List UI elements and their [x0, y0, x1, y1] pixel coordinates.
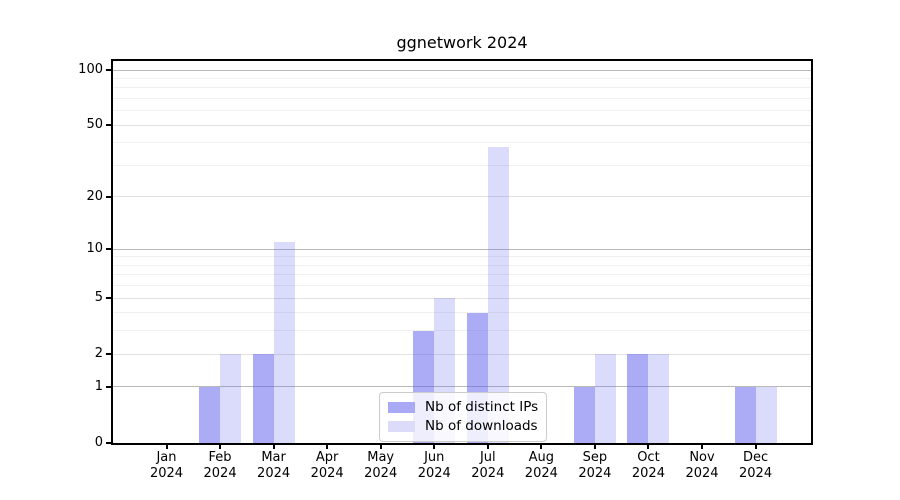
x-tick-mark: [165, 445, 168, 449]
y-tick-label: 10: [86, 241, 103, 257]
y-gridline-20: [113, 196, 811, 198]
bar-distinct-ips-oct: [627, 354, 649, 443]
legend-label-distinct-ips: Nb of distinct IPs: [425, 399, 539, 415]
y-tick-mark: [106, 442, 111, 444]
y-tick-label: 5: [94, 290, 103, 306]
x-tick-label-oct: Oct 2024: [631, 450, 665, 481]
bar-downloads-oct: [648, 354, 670, 443]
y-tick-mark: [106, 195, 111, 198]
bars-layer: [113, 61, 811, 443]
x-tick-label-jan: Jan 2024: [149, 450, 184, 481]
y-gridline-1: [113, 386, 811, 388]
legend-swatch-downloads: [388, 421, 415, 432]
plot-area: [111, 59, 813, 445]
bar-distinct-ips-mar: [252, 354, 274, 443]
bar-downloads-jul: [487, 146, 509, 443]
y-tick-mark: [106, 69, 111, 72]
y-tick-mark: [106, 124, 111, 127]
y-gridline-70: [113, 98, 811, 100]
bar-distinct-ips-sep: [573, 386, 595, 443]
x-tick-mark: [701, 445, 703, 449]
chart-title: ggnetwork 2024: [396, 33, 528, 52]
x-tick-mark: [326, 445, 329, 449]
y-gridline-3: [113, 330, 811, 332]
x-tick-label-nov: Nov 2024: [685, 450, 719, 481]
y-gridline-90: [113, 77, 811, 79]
x-tick-label-sep: Sep 2024: [578, 450, 612, 481]
gridlines-layer: [113, 61, 811, 443]
legend: Nb of distinct IPs Nb of downloads: [379, 392, 547, 442]
y-tick-mark: [106, 248, 111, 251]
y-gridline-5: [113, 297, 811, 299]
x-tick-label-feb: Feb 2024: [203, 450, 237, 481]
x-tick-mark: [486, 445, 489, 449]
bar-distinct-ips-feb: [199, 386, 221, 443]
y-gridline-2: [113, 353, 811, 355]
y-tick-label: 50: [86, 117, 103, 133]
legend-item-downloads: Nb of downloads: [388, 418, 538, 435]
y-gridline-60: [113, 110, 811, 112]
y-gridline-10: [113, 248, 811, 250]
x-tick-label-aug: Aug 2024: [524, 450, 558, 481]
y-tick-label: 0: [94, 435, 103, 450]
bar-downloads-sep: [594, 354, 616, 443]
x-tick-mark: [754, 445, 757, 449]
y-gridline-4: [113, 312, 811, 314]
x-tick-label-apr: Apr 2024: [310, 450, 344, 481]
y-gridline-8: [113, 264, 811, 266]
y-tick-label: 1: [94, 378, 103, 394]
y-gridline-30: [113, 165, 811, 166]
y-gridline-80: [113, 87, 811, 89]
y-gridline-7: [113, 274, 811, 276]
legend-swatch-distinct-ips: [388, 402, 415, 413]
x-tick-label-jul: Jul 2024: [471, 450, 505, 481]
x-tick-mark: [647, 445, 650, 449]
y-tick-label: 2: [94, 346, 103, 362]
x-tick-mark: [540, 445, 543, 449]
y-tick-mark: [106, 385, 111, 388]
bar-downloads-feb: [220, 354, 242, 443]
legend-label-downloads: Nb of downloads: [425, 418, 538, 434]
y-tick-label: 20: [86, 188, 103, 204]
y-gridline-6: [113, 285, 811, 287]
y-tick-mark: [106, 353, 111, 356]
x-tick-mark: [593, 445, 596, 449]
x-tick-mark: [433, 445, 436, 449]
y-tick-label: 100: [78, 62, 103, 78]
x-tick-mark: [272, 445, 275, 449]
bar-distinct-ips-dec: [734, 386, 756, 443]
x-tick-label-mar: Mar 2024: [257, 450, 291, 481]
legend-item-distinct-ips: Nb of distinct IPs: [388, 399, 538, 416]
bar-downloads-mar: [273, 242, 295, 443]
x-tick-label-dec: Dec 2024: [739, 450, 773, 481]
y-gridline-50: [113, 124, 811, 126]
x-tick-mark: [219, 445, 222, 449]
y-gridline-40: [113, 142, 811, 144]
bar-downloads-dec: [755, 386, 777, 443]
x-tick-mark: [379, 445, 382, 449]
y-gridline-9: [113, 256, 811, 258]
y-tick-mark: [106, 297, 111, 300]
x-tick-label-may: May 2024: [364, 450, 398, 481]
x-tick-label-jun: Jun 2024: [417, 450, 451, 481]
y-gridline-100: [113, 69, 811, 71]
